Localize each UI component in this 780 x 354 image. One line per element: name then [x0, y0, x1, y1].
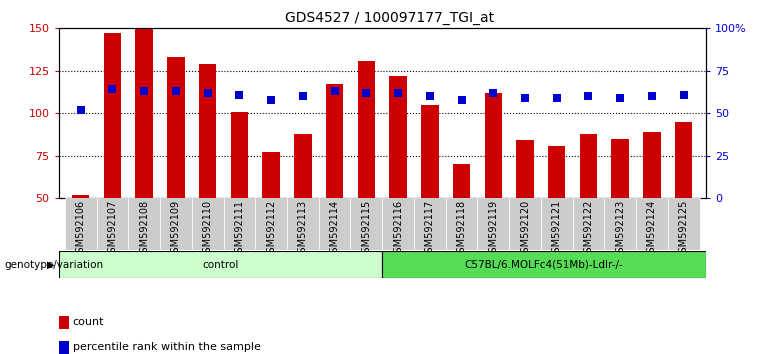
Text: GSM592117: GSM592117 [425, 200, 434, 259]
Point [170, 88, 183, 94]
Point [582, 93, 594, 99]
Bar [129, 198, 160, 250]
Point [456, 97, 468, 103]
Bar [224, 198, 255, 250]
Bar [72, 195, 90, 198]
Bar [357, 61, 375, 198]
Bar [262, 152, 280, 198]
Text: GSM592124: GSM592124 [647, 200, 657, 259]
Text: GSM592113: GSM592113 [298, 200, 308, 259]
Bar [580, 134, 597, 198]
Point [138, 88, 151, 94]
Point [678, 92, 690, 97]
Bar [104, 33, 121, 198]
Bar [668, 198, 700, 250]
Bar [294, 134, 311, 198]
Point [201, 90, 214, 96]
Point [551, 95, 563, 101]
Point [296, 93, 309, 99]
Bar [636, 198, 668, 250]
Bar [136, 28, 153, 198]
Bar [255, 198, 287, 250]
Text: GSM592107: GSM592107 [108, 200, 118, 259]
Bar [389, 76, 407, 198]
Bar [484, 93, 502, 198]
Text: GSM592118: GSM592118 [456, 200, 466, 259]
Bar [516, 141, 534, 198]
Bar [167, 57, 185, 198]
Text: GSM592116: GSM592116 [393, 200, 403, 259]
Bar [97, 198, 129, 250]
Bar [382, 251, 706, 278]
Text: GSM592111: GSM592111 [235, 200, 244, 259]
Point [265, 97, 278, 103]
Text: ▶: ▶ [47, 259, 55, 270]
Text: percentile rank within the sample: percentile rank within the sample [73, 342, 261, 352]
Bar [453, 164, 470, 198]
Bar [414, 198, 445, 250]
Point [487, 90, 499, 96]
Bar [58, 251, 382, 278]
Point [646, 93, 658, 99]
Bar [604, 198, 636, 250]
Text: GSM592114: GSM592114 [330, 200, 339, 259]
Bar [382, 198, 414, 250]
Text: control: control [202, 259, 239, 270]
Bar [675, 122, 693, 198]
Bar [445, 198, 477, 250]
Bar [509, 198, 541, 250]
Point [392, 90, 404, 96]
Bar [477, 198, 509, 250]
Text: GSM592123: GSM592123 [615, 200, 626, 259]
Text: GSM592115: GSM592115 [361, 200, 371, 259]
Bar [644, 132, 661, 198]
Text: GSM592108: GSM592108 [139, 200, 149, 259]
Text: GSM592122: GSM592122 [583, 200, 594, 259]
Bar [326, 84, 343, 198]
Point [328, 88, 341, 94]
Text: C57BL/6.MOLFc4(51Mb)-Ldlr-/-: C57BL/6.MOLFc4(51Mb)-Ldlr-/- [465, 259, 623, 270]
Bar [612, 139, 629, 198]
Bar [541, 198, 573, 250]
Bar [287, 198, 319, 250]
Point [74, 107, 87, 113]
Text: GSM592110: GSM592110 [203, 200, 213, 259]
Text: GSM592121: GSM592121 [551, 200, 562, 259]
Text: GDS4527 / 100097177_TGI_at: GDS4527 / 100097177_TGI_at [285, 11, 495, 25]
Point [614, 95, 626, 101]
Bar [160, 198, 192, 250]
Bar [65, 198, 97, 250]
Text: GSM592125: GSM592125 [679, 200, 689, 259]
Point [424, 93, 436, 99]
Bar [192, 198, 224, 250]
Point [360, 90, 373, 96]
Text: GSM592112: GSM592112 [266, 200, 276, 259]
Text: GSM592109: GSM592109 [171, 200, 181, 259]
Point [233, 92, 246, 97]
Bar [573, 198, 604, 250]
Text: genotype/variation: genotype/variation [4, 259, 103, 270]
Bar [319, 198, 350, 250]
Text: count: count [73, 318, 104, 327]
Point [106, 87, 119, 92]
Bar [548, 145, 565, 198]
Point [519, 95, 531, 101]
Text: GSM592119: GSM592119 [488, 200, 498, 259]
Bar [199, 64, 216, 198]
Bar [421, 105, 438, 198]
Bar [350, 198, 382, 250]
Text: GSM592106: GSM592106 [76, 200, 86, 259]
Text: GSM592120: GSM592120 [520, 200, 530, 259]
Bar [231, 112, 248, 198]
